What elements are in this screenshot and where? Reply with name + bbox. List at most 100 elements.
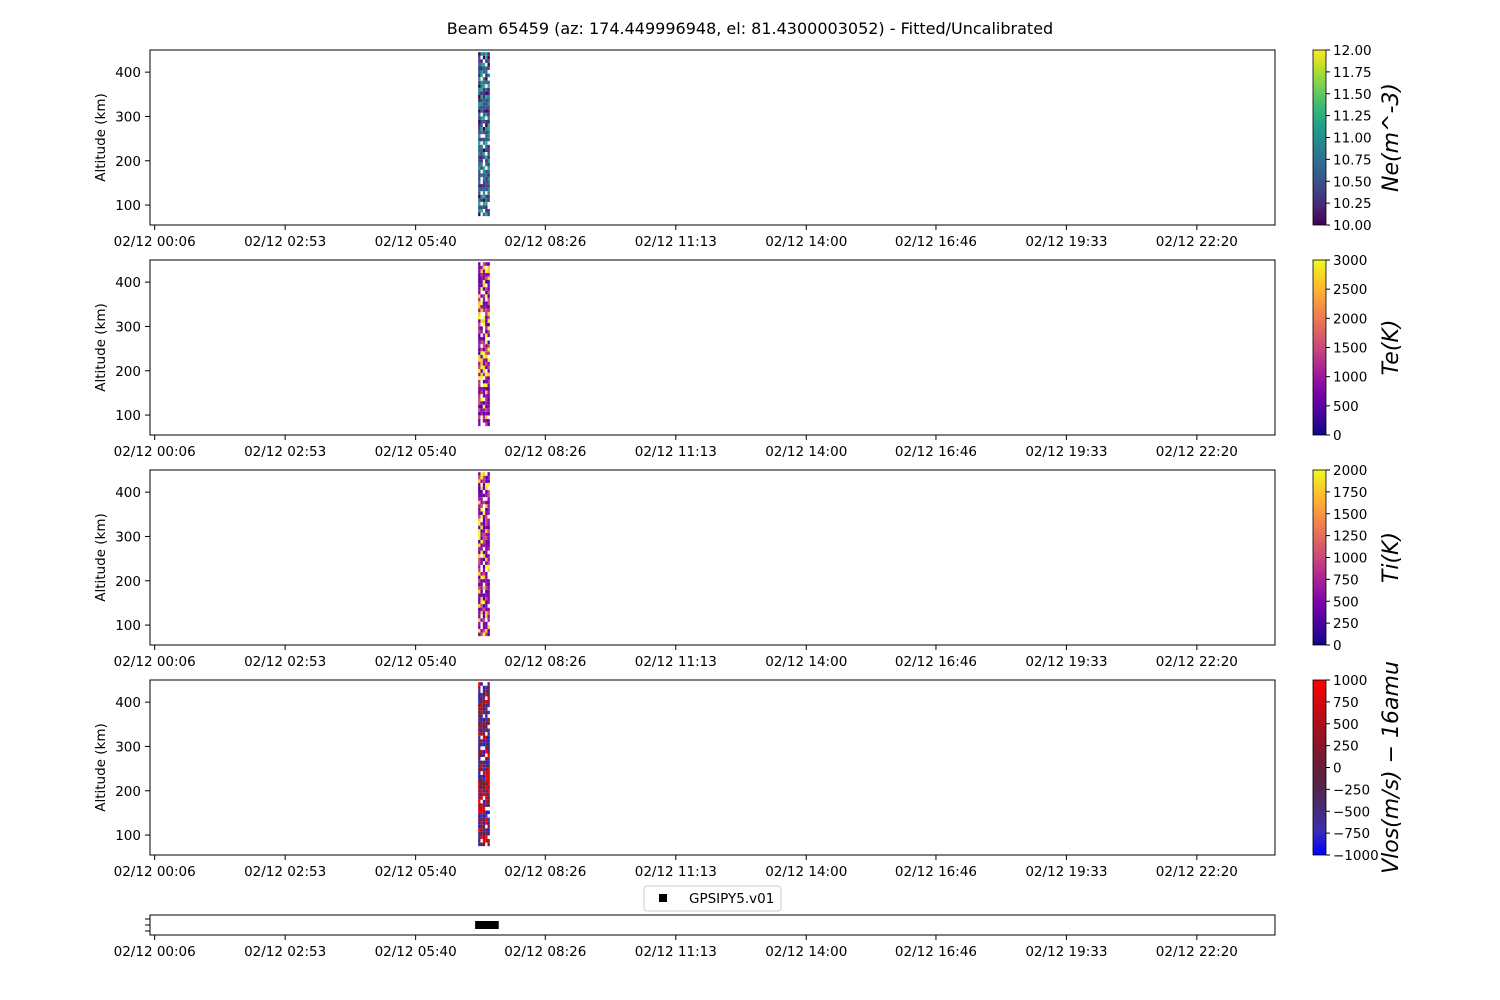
heatmap-cell [480,817,483,822]
heatmap-cell [482,151,486,156]
heatmap-cell [482,611,486,615]
heatmap-cell [482,778,486,782]
heatmap-cell [485,799,488,804]
heatmap-cell [485,159,488,163]
heatmap-cell [485,155,488,160]
heatmap-cell [482,55,486,60]
heatmap-cell [478,112,481,117]
heatmap-cell [478,137,481,142]
heatmap-cell [485,408,488,412]
colorbar-tick-label: −500 [1333,804,1370,820]
heatmap-cell [485,835,488,840]
heatmap-cell [482,337,486,341]
heatmap-cell [480,764,483,768]
heatmap-cell [485,209,488,213]
heatmap-cell [478,191,481,195]
heatmap-cell [478,724,481,729]
heatmap-cell [482,358,486,362]
heatmap-cell [487,411,490,416]
heatmap-cell [487,803,490,807]
heatmap-cell [480,600,483,605]
heatmap-cell [482,372,486,377]
heatmap-cell [480,739,483,743]
heatmap-cell [480,749,483,754]
heatmap-cell [480,365,483,370]
heatmap-cell [480,490,483,494]
heatmap-cell [478,796,481,800]
heatmap-cell [480,828,483,832]
heatmap-cell [480,173,483,177]
heatmap-cell [478,62,481,67]
heatmap-cell [485,383,488,387]
heatmap-cell [487,742,490,747]
heatmap-cell [485,119,488,124]
heatmap-cell [478,162,481,167]
heatmap-cell [482,361,486,366]
heatmap-cell [478,539,481,544]
heatmap-cell [485,475,488,480]
heatmap-cell [482,618,486,622]
x-tick-label: 02/12 05:40 [375,944,457,960]
heatmap-cell [478,52,481,56]
heatmap-cell [480,522,483,526]
heatmap-cell [485,571,488,576]
heatmap-cell [482,102,486,106]
heatmap-cell [487,475,490,480]
heatmap-cell [478,155,481,160]
heatmap-cell [480,593,483,597]
gps-markers [475,921,499,929]
heatmap-cell [487,710,490,715]
heatmap-cell [485,361,488,366]
heatmap-cell [485,721,488,725]
heatmap-cell [478,536,481,540]
heatmap-cell [478,87,481,92]
heatmap-cell [478,785,481,790]
heatmap-cell [482,404,486,409]
x-tick-label: 02/12 16:46 [895,654,977,670]
heatmap-cell [487,283,490,288]
heatmap-cell [480,497,483,501]
heatmap-cell [485,201,488,206]
heatmap-cell [487,717,490,722]
heatmap-cell [485,703,488,708]
heatmap-cell [478,326,481,330]
heatmap-cell [478,184,481,188]
heatmap-cell [482,564,486,569]
heatmap-cell [485,632,488,637]
colorbar-tick-label: 11.00 [1333,131,1372,147]
heatmap-cell [480,589,483,594]
heatmap-cell [485,102,488,106]
heatmap-cell [478,290,481,295]
heatmap-cell [478,518,481,523]
heatmap-cell [482,475,486,480]
heatmap-cell [485,134,488,138]
heatmap-cell [482,87,486,92]
heatmap-cell [482,760,486,765]
heatmap-cell [482,621,486,626]
heatmap-cell [478,682,481,686]
colorbar-tick-label: 2500 [1333,282,1367,298]
heatmap-cell [482,824,486,829]
heatmap-cell [478,703,481,708]
heatmap-cell [482,792,486,797]
heatmap-cell [487,162,490,167]
heatmap-cell [478,404,481,409]
heatmap-cell [485,685,488,690]
heatmap-cell [480,127,483,131]
heatmap-cell [478,151,481,156]
heatmap-cell [480,760,483,765]
heatmap-cell [478,757,481,761]
heatmap-cell [482,575,486,580]
heatmap-cell [487,280,490,284]
heatmap-cell [478,607,481,612]
heatmap-cell [480,304,483,309]
heatmap-cell [487,344,490,348]
heatmap-cell [480,475,483,480]
heatmap-cell [478,105,481,110]
heatmap-cell [480,532,483,537]
heatmap-cell [480,411,483,416]
heatmap-cell [478,297,481,302]
heatmap-cell [478,358,481,362]
heatmap-cell [478,803,481,807]
